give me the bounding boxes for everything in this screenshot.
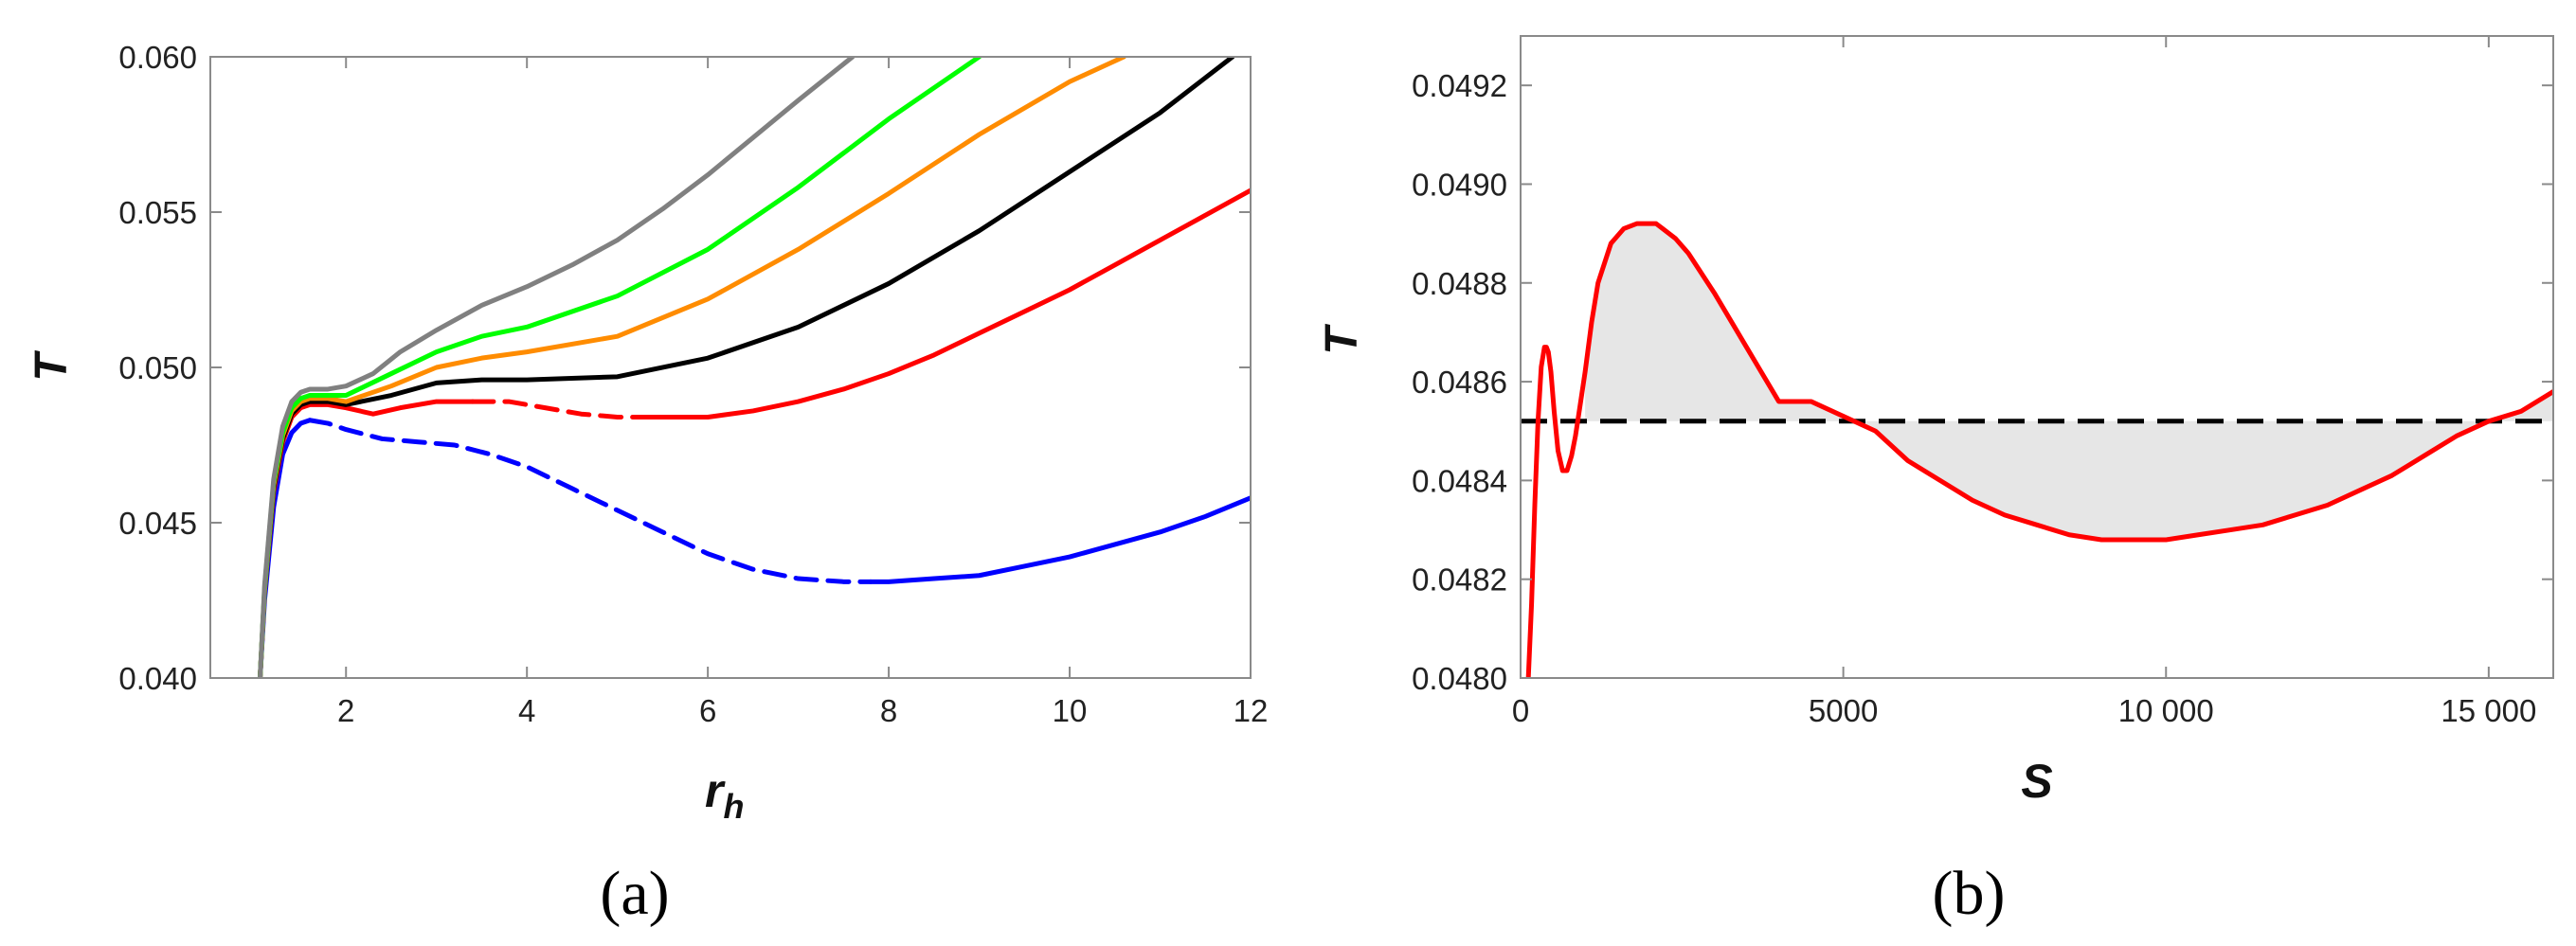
panel-a-y-axis-title: T [27, 350, 77, 382]
x-tick-label: 10 000 [2118, 693, 2214, 728]
x-tick-label: 12 [1234, 693, 1269, 728]
series-0-segment-0 [1525, 221, 2553, 678]
panel-a-x-axis-title: rh [705, 764, 744, 826]
panel-a-label: (a) [600, 859, 669, 928]
series-1-segment-2 [641, 187, 1251, 419]
x-tick-label: 5000 [1809, 693, 1878, 728]
y-tick-label: 0.0486 [1412, 365, 1507, 400]
panel-a-x-axis-title-main: r [705, 764, 726, 817]
series-0-segment-1 [307, 418, 874, 584]
x-tick-label: 6 [699, 693, 716, 728]
panel-b-x-axis-title: S [2021, 755, 2052, 808]
panel-b-y-ticks: 0.0480 0.0482 0.0484 0.0486 0.0488 0.0490 0.04… [1412, 68, 2553, 696]
panel-b-frame [1520, 35, 2554, 679]
series-4-segment-0 [258, 57, 982, 678]
x-tick-label: 15 000 [2441, 693, 2536, 728]
y-tick-label: 0.0492 [1412, 68, 1507, 103]
panel-a-frame [209, 56, 1252, 679]
x-tick-label: 8 [880, 693, 897, 728]
y-tick-label: 0.055 [118, 195, 197, 230]
series-5-segment-0 [258, 57, 856, 678]
y-tick-label: 0.050 [118, 350, 197, 385]
panel-a-x-ticks: 2 4 6 8 10 12 [337, 57, 1268, 728]
x-tick-label: 4 [518, 693, 535, 728]
y-tick-label: 0.0488 [1412, 266, 1507, 301]
y-tick-label: 0.045 [118, 506, 197, 541]
x-tick-label: 10 [1053, 693, 1088, 728]
panel-b-label: (b) [1933, 859, 2006, 928]
x-tick-label: 0 [1512, 693, 1529, 728]
panel-a-x-axis-title-subscript: h [723, 787, 744, 826]
series-1-segment-1 [470, 399, 647, 419]
y-tick-label: 0.0484 [1412, 463, 1507, 498]
panel-b-series-group [1525, 221, 2553, 678]
y-tick-label: 0.040 [118, 661, 197, 696]
y-tick-label: 0.0490 [1412, 167, 1507, 202]
panel-b-plot: 0 5000 10 000 15 000 0.04800.04820.04840.04… [1317, 35, 2554, 928]
panel-b-x-ticks: 0 5000 10 000 15 000 [1512, 36, 2536, 728]
panel-b-y-axis-title: T [1317, 324, 1367, 355]
equal-area-fill [1585, 223, 2553, 540]
panel-a-y-ticks: 0.040 0.045 0.050 0.055 0.060 [118, 40, 1251, 696]
series-0-segment-2 [868, 495, 1251, 584]
y-tick-label: 0.060 [118, 40, 197, 75]
x-tick-label: 2 [337, 693, 354, 728]
y-tick-label: 0.0480 [1412, 661, 1507, 696]
series-3-segment-0 [258, 57, 1126, 678]
y-tick-label: 0.0482 [1412, 562, 1507, 598]
panel-b-fill-group [1585, 223, 2553, 540]
panel-a-series-group [258, 57, 1251, 678]
